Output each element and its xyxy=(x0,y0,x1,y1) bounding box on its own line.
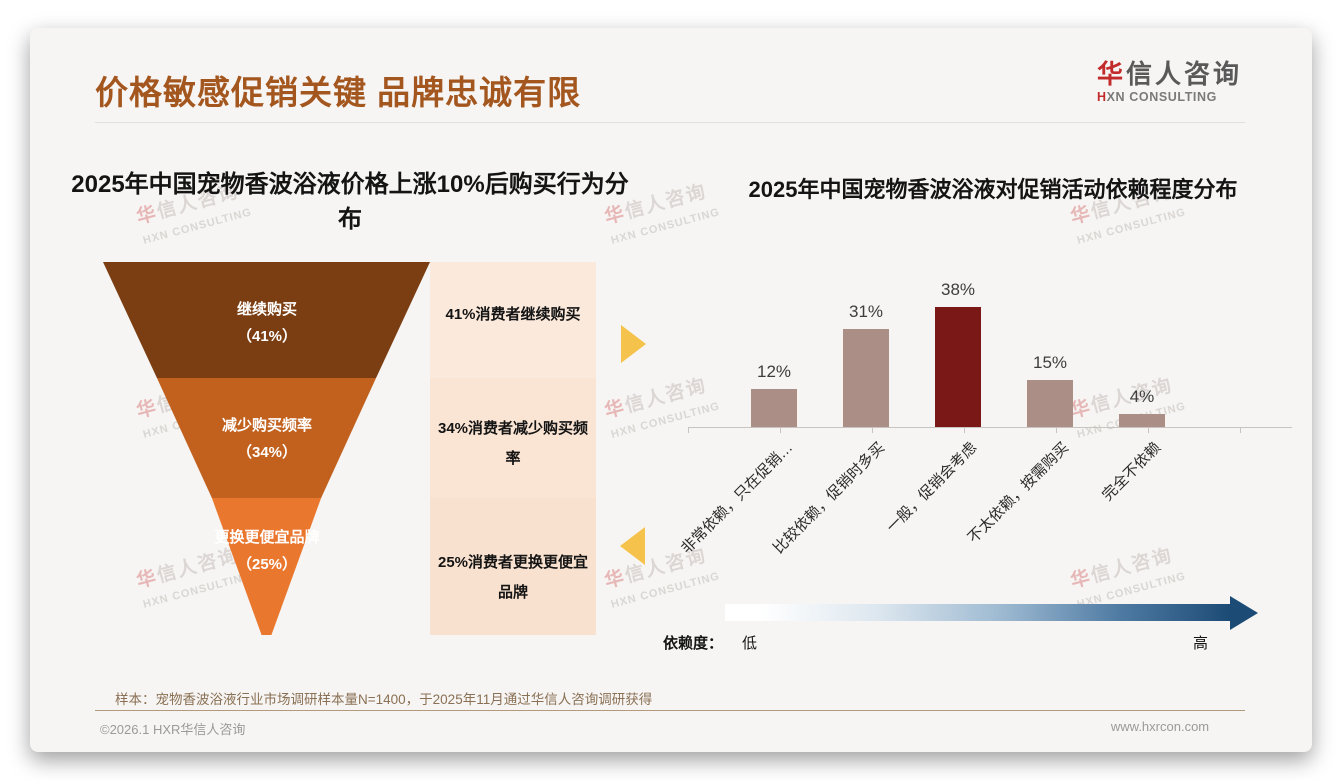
arrow-right-icon xyxy=(621,325,646,363)
website-url: www.hxrcon.com xyxy=(1110,719,1210,734)
funnel-chart-title: 2025年中国宠物香波浴液价格上涨10%后购买行为分布 xyxy=(71,171,629,233)
sample-footnote: 样本：宠物香波浴液行业市场调研样本量N=1400，于2025年11月通过华信人咨… xyxy=(115,692,653,707)
funnel-segment-label: 减少购买频率 （34%） xyxy=(147,412,387,466)
logo-english-name: HXN CONSULTING xyxy=(1097,90,1242,104)
dependency-gradient-arrowhead-icon xyxy=(1230,596,1258,630)
arrow-left-icon xyxy=(620,527,645,565)
funnel-segment-value: （34%） xyxy=(236,444,298,461)
dependency-legend-label: 依赖度： xyxy=(663,635,724,652)
logo-en-first-char: H xyxy=(1096,89,1107,104)
funnel-segment-label: 继续购买 （41%） xyxy=(147,296,387,350)
company-logo: 华信人咨询 HXN CONSULTING xyxy=(1096,59,1242,104)
dependency-legend-high: 高 xyxy=(1193,635,1209,652)
funnel-side-note: 25%消费者更换更便宜品牌 xyxy=(430,498,596,635)
logo-cn-first-char: 华 xyxy=(1096,59,1126,89)
logo-chinese-name: 华信人咨询 xyxy=(1096,59,1242,90)
logo-cn-rest: 信人咨询 xyxy=(1125,59,1242,89)
funnel-segment xyxy=(103,262,430,378)
title-divider xyxy=(95,122,1245,123)
copyright-text: ©2026.1 HXR华信人咨询 xyxy=(100,722,246,737)
funnel-segment-value: （25%） xyxy=(236,556,298,573)
bar-chart-title: 2025年中国宠物香波浴液对促销活动依赖程度分布 xyxy=(748,177,1238,202)
dependency-gradient-arrow xyxy=(725,604,1230,621)
funnel-chart: 继续购买 （41%） 减少购买频率 （34%） 更换更便宜品牌 （25%） xyxy=(103,262,430,635)
funnel-side-note: 41%消费者继续购买 xyxy=(430,262,596,378)
footer-divider xyxy=(95,710,1245,711)
funnel-segment-value: （41%） xyxy=(236,328,298,345)
logo-en-rest: XN CONSULTING xyxy=(1106,89,1217,104)
funnel-notes-panel: 41%消费者继续购买 34%消费者减少购买频率 25%消费者更换更便宜品牌 xyxy=(430,262,596,635)
dependency-legend-low: 低 xyxy=(742,635,758,652)
funnel-side-note: 34%消费者减少购买频率 xyxy=(430,378,596,498)
funnel-segment-label: 更换更便宜品牌 （25%） xyxy=(147,524,387,578)
page-title: 价格敏感促销关键 品牌忠诚有限 xyxy=(95,74,582,111)
